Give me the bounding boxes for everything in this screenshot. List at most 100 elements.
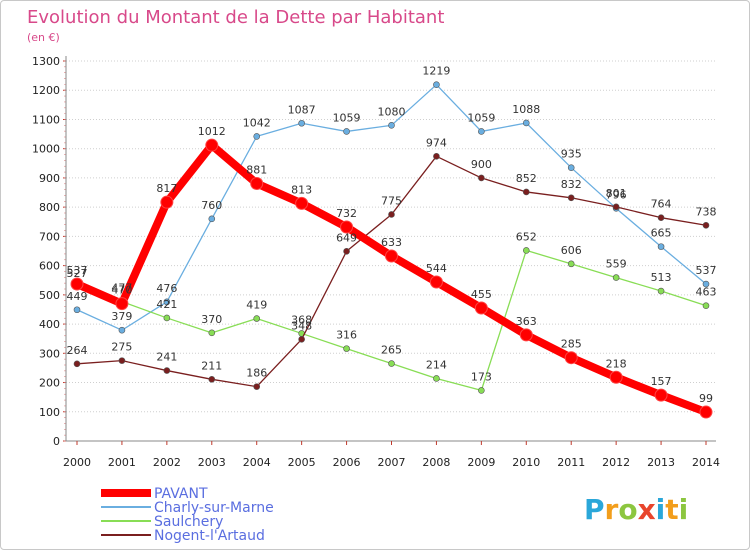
data-label: 1087: [288, 103, 316, 116]
data-label: 801: [606, 187, 627, 200]
data-label: 211: [201, 359, 222, 372]
data-point: [522, 247, 530, 254]
grid: [66, 60, 716, 442]
x-tick-label: 2014: [692, 456, 720, 469]
chart-subtitle: (en €): [27, 31, 60, 44]
data-label: 379: [111, 310, 132, 323]
data-label: 881: [246, 163, 267, 176]
x-tick-label: 2011: [557, 456, 585, 469]
data-point: [522, 188, 530, 196]
data-label: 476: [156, 282, 177, 295]
logo-letter: o: [618, 493, 637, 526]
data-label: 738: [696, 205, 717, 218]
data-label: 1059: [467, 111, 495, 124]
data-label: 455: [471, 288, 492, 301]
data-point: [702, 302, 710, 309]
data-label: 449: [67, 290, 88, 303]
x-tick-label: 2000: [63, 456, 91, 469]
data-label: 665: [651, 227, 672, 240]
data-label: 1012: [198, 125, 226, 138]
data-point: [433, 375, 440, 382]
data-point: [343, 247, 350, 255]
data-point: [567, 260, 575, 268]
data-label: 764: [651, 198, 672, 211]
data-label: 218: [606, 357, 627, 370]
data-point: [519, 328, 533, 342]
data-label: 368: [291, 313, 312, 326]
y-tick-label: 200: [39, 377, 60, 390]
data-point: [208, 376, 216, 383]
logo-text: Proxiti: [584, 493, 688, 526]
data-point: [250, 176, 264, 190]
x-tick-label: 2012: [602, 456, 630, 469]
data-point: [118, 357, 126, 364]
y-tick-label: 900: [39, 172, 60, 185]
y-tick-label: 500: [39, 289, 60, 302]
data-label: 1080: [378, 105, 406, 118]
data-label: 421: [156, 298, 177, 311]
data-point: [208, 329, 216, 337]
data-label: 559: [606, 258, 627, 271]
y-tick-label: 1200: [32, 84, 60, 97]
data-label: 265: [381, 344, 402, 357]
data-point: [478, 387, 485, 394]
data-label: 463: [696, 286, 717, 299]
data-point: [298, 119, 305, 127]
data-label: 527: [67, 267, 88, 280]
data-point: [208, 215, 216, 223]
data-label: 652: [516, 230, 537, 243]
data-point: [340, 220, 354, 234]
data-label: 99: [699, 392, 713, 405]
data-label: 537: [696, 264, 717, 277]
x-tick-label: 2007: [378, 456, 406, 469]
y-tick-label: 700: [39, 230, 60, 243]
data-point: [385, 249, 398, 263]
data-point: [564, 351, 578, 365]
logo-letter: i: [679, 493, 689, 526]
y-tick-label: 0: [53, 435, 60, 448]
data-point: [343, 345, 350, 352]
data-point: [522, 119, 530, 127]
data-label: 370: [201, 313, 222, 326]
data-label: 796: [606, 188, 627, 201]
data-label: 285: [561, 338, 582, 351]
data-label: 264: [67, 344, 88, 357]
data-label: 275: [111, 341, 132, 354]
x-tick-label: 2002: [153, 456, 181, 469]
chart-title: Evolution du Montant de la Dette par Hab…: [27, 7, 444, 28]
data-label: 477: [111, 282, 132, 295]
data-label: 606: [561, 244, 582, 257]
data-label: 817: [156, 182, 177, 195]
data-point: [388, 211, 395, 218]
data-point: [478, 174, 485, 182]
data-label: 935: [561, 148, 582, 161]
y-tick-label: 300: [39, 347, 60, 360]
x-tick-label: 2001: [108, 456, 136, 469]
data-label: 214: [426, 358, 447, 371]
data-point: [612, 203, 620, 211]
data-point: [163, 314, 171, 322]
data-point: [253, 383, 261, 390]
data-point: [115, 297, 129, 311]
data-label: 1088: [512, 103, 540, 116]
data-label: 649: [336, 231, 357, 244]
y-tick-label: 100: [39, 406, 60, 419]
data-point: [73, 306, 81, 314]
x-tick-label: 2004: [243, 456, 271, 469]
data-point: [298, 335, 305, 343]
data-point: [429, 275, 443, 289]
axes: 0 100 200 300 400 500 600 700 800 900 1000 1100 1200…: [32, 55, 720, 469]
data-point: [70, 277, 84, 291]
data-point: [163, 367, 171, 374]
data-point: [160, 195, 174, 209]
series-lines: [70, 81, 713, 419]
y-tick-label: 1000: [32, 143, 60, 156]
data-point: [657, 287, 665, 295]
x-tick-label: 2010: [512, 456, 540, 469]
x-tick-label: 2006: [333, 456, 361, 469]
data-point: [118, 326, 126, 334]
y-tick-label: 1300: [32, 55, 60, 68]
data-point: [388, 360, 395, 367]
data-label: 186: [246, 367, 267, 380]
